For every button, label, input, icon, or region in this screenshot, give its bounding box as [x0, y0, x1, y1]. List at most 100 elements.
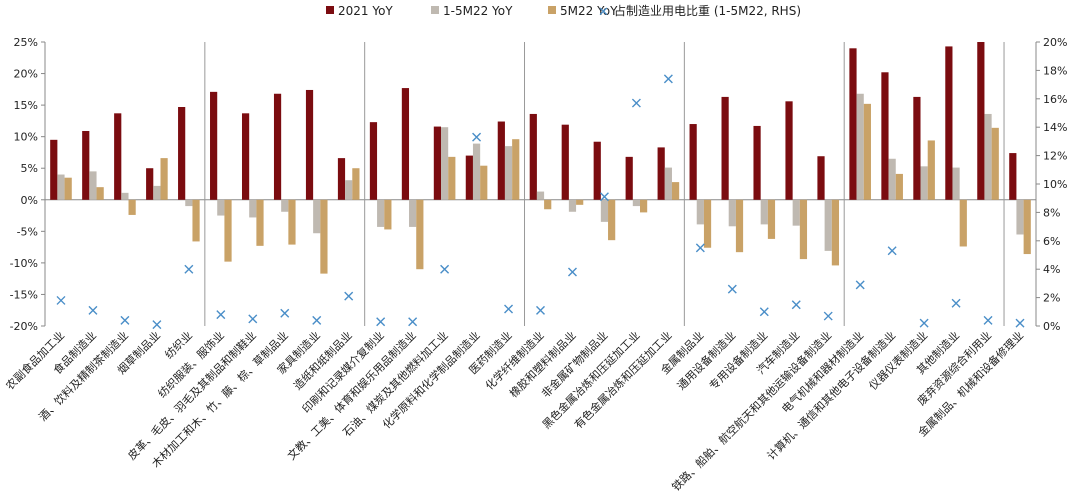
bar-5m22-yoy [863, 103, 871, 200]
bar-1-5m22-yoy [952, 167, 960, 200]
legend-label-5m22: 5M22 YoY [560, 4, 618, 18]
bar-5m22-yoy [991, 127, 999, 200]
bar-1-5m22-yoy [89, 171, 97, 200]
bar-5m22-yoy [735, 199, 744, 253]
rhs-marker [216, 310, 226, 320]
bar-2021-yoy [401, 88, 410, 200]
bar-5m22-yoy [192, 199, 200, 242]
bar-1-5m22-yoy [568, 199, 577, 212]
bar-2021-yoy [1009, 153, 1017, 200]
bar-1-5m22-yoy [664, 167, 672, 200]
bar-5m22-yoy [608, 199, 616, 241]
bar-5m22-yoy [352, 168, 360, 200]
bar-2021-yoy [114, 113, 122, 200]
bar-1-5m22-yoy [185, 199, 193, 207]
bar-2021-yoy [210, 91, 218, 200]
rhs-marker-stroke [216, 310, 226, 320]
right-tick-label: 12% [1043, 150, 1067, 163]
bar-2021-yoy [593, 141, 601, 200]
bar-1-5m22-yoy [313, 199, 321, 234]
bar-1-5m22-yoy [920, 166, 928, 200]
left-tick-label: -5% [17, 225, 38, 238]
bar-5m22-yoy [799, 199, 808, 260]
bar-1-5m22-yoy [984, 113, 992, 200]
right-tick-label: 18% [1043, 64, 1067, 77]
legend: 2021 YoY 1-5M22 YoY 5M22 YoY ✕ 占制造业用电比重 … [326, 3, 801, 20]
bar-5m22-yoy [544, 199, 552, 210]
bar-2021-yoy [146, 168, 154, 200]
rhs-marker-stroke [376, 317, 386, 327]
bar-5m22-yoy [671, 182, 680, 200]
right-tick-label: 2% [1043, 292, 1060, 305]
left-tick-label: 15% [14, 99, 38, 112]
rhs-marker-stroke [983, 315, 993, 325]
bar-2021-yoy [561, 124, 569, 200]
rhs-marker [472, 132, 482, 142]
legend-label-1-5m22: 1-5M22 YoY [443, 4, 513, 18]
legend-marker-rhs: ✕ [598, 5, 609, 20]
rhs-marker-stroke [248, 314, 258, 324]
rhs-marker [152, 320, 162, 330]
rhs-marker [88, 305, 98, 315]
rhs-marker [631, 98, 641, 108]
left-tick-label: 0% [21, 194, 38, 207]
rhs-marker-stroke [312, 315, 322, 325]
bar-2021-yoy [305, 89, 314, 200]
bar-5m22-yoy [224, 199, 232, 262]
bar-1-5m22-yoy [632, 199, 640, 207]
rhs-marker [440, 264, 450, 274]
bar-1-5m22-yoy [856, 93, 864, 200]
bar-5m22-yoy [959, 199, 967, 247]
bar-5m22-yoy [128, 199, 136, 215]
bar-1-5m22-yoy [377, 199, 385, 227]
rhs-marker-stroke [1015, 318, 1025, 328]
rhs-marker-stroke [472, 132, 482, 142]
rhs-marker [1015, 318, 1025, 328]
bar-1-5m22-yoy [345, 180, 353, 200]
bar-5m22-yoy [416, 199, 424, 270]
rhs-marker [567, 267, 577, 277]
bar-2021-yoy [273, 93, 282, 200]
bar-1-5m22-yoy [281, 199, 289, 212]
rhs-marker [919, 318, 929, 328]
bar-2021-yoy [337, 158, 346, 200]
rhs-marker [823, 311, 833, 321]
rhs-marker-stroke [919, 318, 929, 328]
bar-5m22-yoy [767, 199, 776, 239]
bar-2021-yoy [465, 155, 473, 200]
rhs-marker-stroke [280, 308, 290, 318]
bar-1-5m22-yoy [249, 199, 257, 218]
rhs-markers [56, 74, 1025, 330]
rhs-marker-stroke [855, 280, 865, 290]
bar-5m22-yoy [576, 199, 584, 205]
bar-5m22-yoy [256, 199, 264, 246]
rhs-marker [344, 291, 354, 301]
legend-label-rhs: 占制造业用电比重 (1-5M22, RHS) [614, 3, 801, 18]
bar-5m22-yoy [160, 158, 168, 200]
left-tick-label: 10% [14, 131, 38, 144]
bar-1-5m22-yoy [792, 199, 800, 226]
bar-2021-yoy [529, 113, 537, 200]
bar-5m22-yoy [703, 199, 712, 248]
bar-1-5m22-yoy [696, 199, 704, 225]
rhs-marker [759, 307, 769, 317]
rhs-marker [120, 315, 130, 325]
axes: 25% 20% 15% 10% 5% 0% -5% -10% -15% -20% 20% 18% 16%… [10, 36, 1068, 333]
bar-1-5m22-yoy [760, 199, 768, 225]
rhs-marker [376, 317, 386, 327]
rhs-marker [695, 243, 705, 253]
rhs-marker [56, 295, 66, 305]
bar-5m22-yoy [512, 139, 520, 200]
rhs-marker-stroke [631, 98, 641, 108]
rhs-marker-stroke [791, 300, 801, 310]
rhs-marker-stroke [695, 243, 705, 253]
bar-1-5m22-yoy [441, 127, 449, 200]
bar-2021-yoy [50, 139, 58, 200]
rhs-marker-stroke [951, 298, 961, 308]
bar-5m22-yoy [320, 199, 328, 274]
rhs-marker-stroke [759, 307, 769, 317]
bar-2021-yoy [689, 124, 697, 200]
bar-5m22-yoy [96, 187, 104, 200]
right-tick-label: 20% [1043, 36, 1067, 49]
